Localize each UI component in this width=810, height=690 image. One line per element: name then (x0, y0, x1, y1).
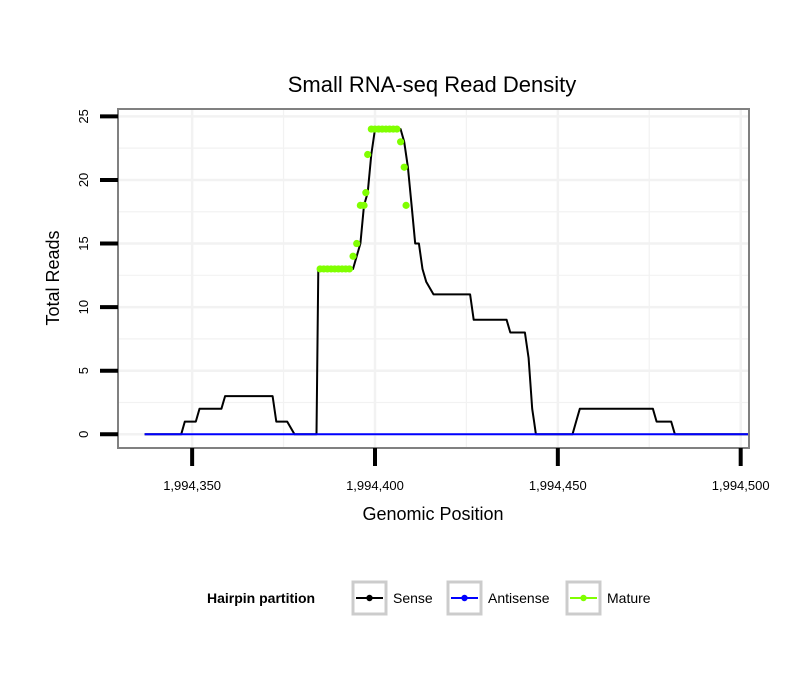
chart-title: Small RNA-seq Read Density (288, 72, 577, 97)
y-tick-label: 15 (76, 236, 91, 250)
x-tick-label: 1,994,350 (163, 478, 221, 493)
legend-label-sense: Sense (393, 590, 433, 606)
y-tick-label: 25 (76, 109, 91, 123)
y-axis: 0 5 10 15 20 25 (76, 109, 118, 438)
y-axis-title: Total Reads (43, 230, 63, 325)
y-tick-label: 20 (76, 173, 91, 187)
y-tick-label: 10 (76, 300, 91, 314)
y-tick-label: 5 (76, 367, 91, 374)
mature-point (364, 150, 372, 159)
series-layer (144, 125, 748, 436)
mature-point (362, 189, 370, 197)
mature-point (353, 239, 361, 248)
mature-point (402, 201, 410, 209)
legend-title: Hairpin partition (207, 590, 315, 606)
x-tick-label: 1,994,400 (346, 478, 404, 493)
legend: Hairpin partition Sense Antisense Mature (207, 580, 651, 616)
mature-point (396, 138, 405, 146)
legend-label-antisense: Antisense (488, 590, 550, 606)
mature-point (393, 125, 401, 133)
legend-point-antisense (461, 594, 468, 602)
legend-entry-antisense: Antisense (446, 580, 550, 616)
mature-point (400, 163, 408, 171)
mature-point (345, 265, 353, 273)
x-axis-title: Genomic Position (362, 504, 503, 524)
x-axis: 1,994,350 1,994,400 1,994,450 1,994,500 (163, 448, 770, 493)
y-tick-label: 0 (76, 431, 91, 438)
mature-point (360, 201, 368, 209)
x-tick-label: 1,994,500 (712, 478, 770, 493)
legend-entry-mature: Mature (565, 580, 651, 616)
plot-panel (117, 108, 750, 449)
legend-point-mature (580, 594, 587, 602)
series-line-sense (144, 128, 748, 436)
mature-point (349, 252, 357, 260)
x-tick-label: 1,994,450 (529, 478, 587, 493)
legend-entry-sense: Sense (351, 580, 433, 616)
legend-point-sense (366, 594, 373, 602)
legend-label-mature: Mature (607, 590, 651, 606)
grid-lines (119, 110, 748, 447)
